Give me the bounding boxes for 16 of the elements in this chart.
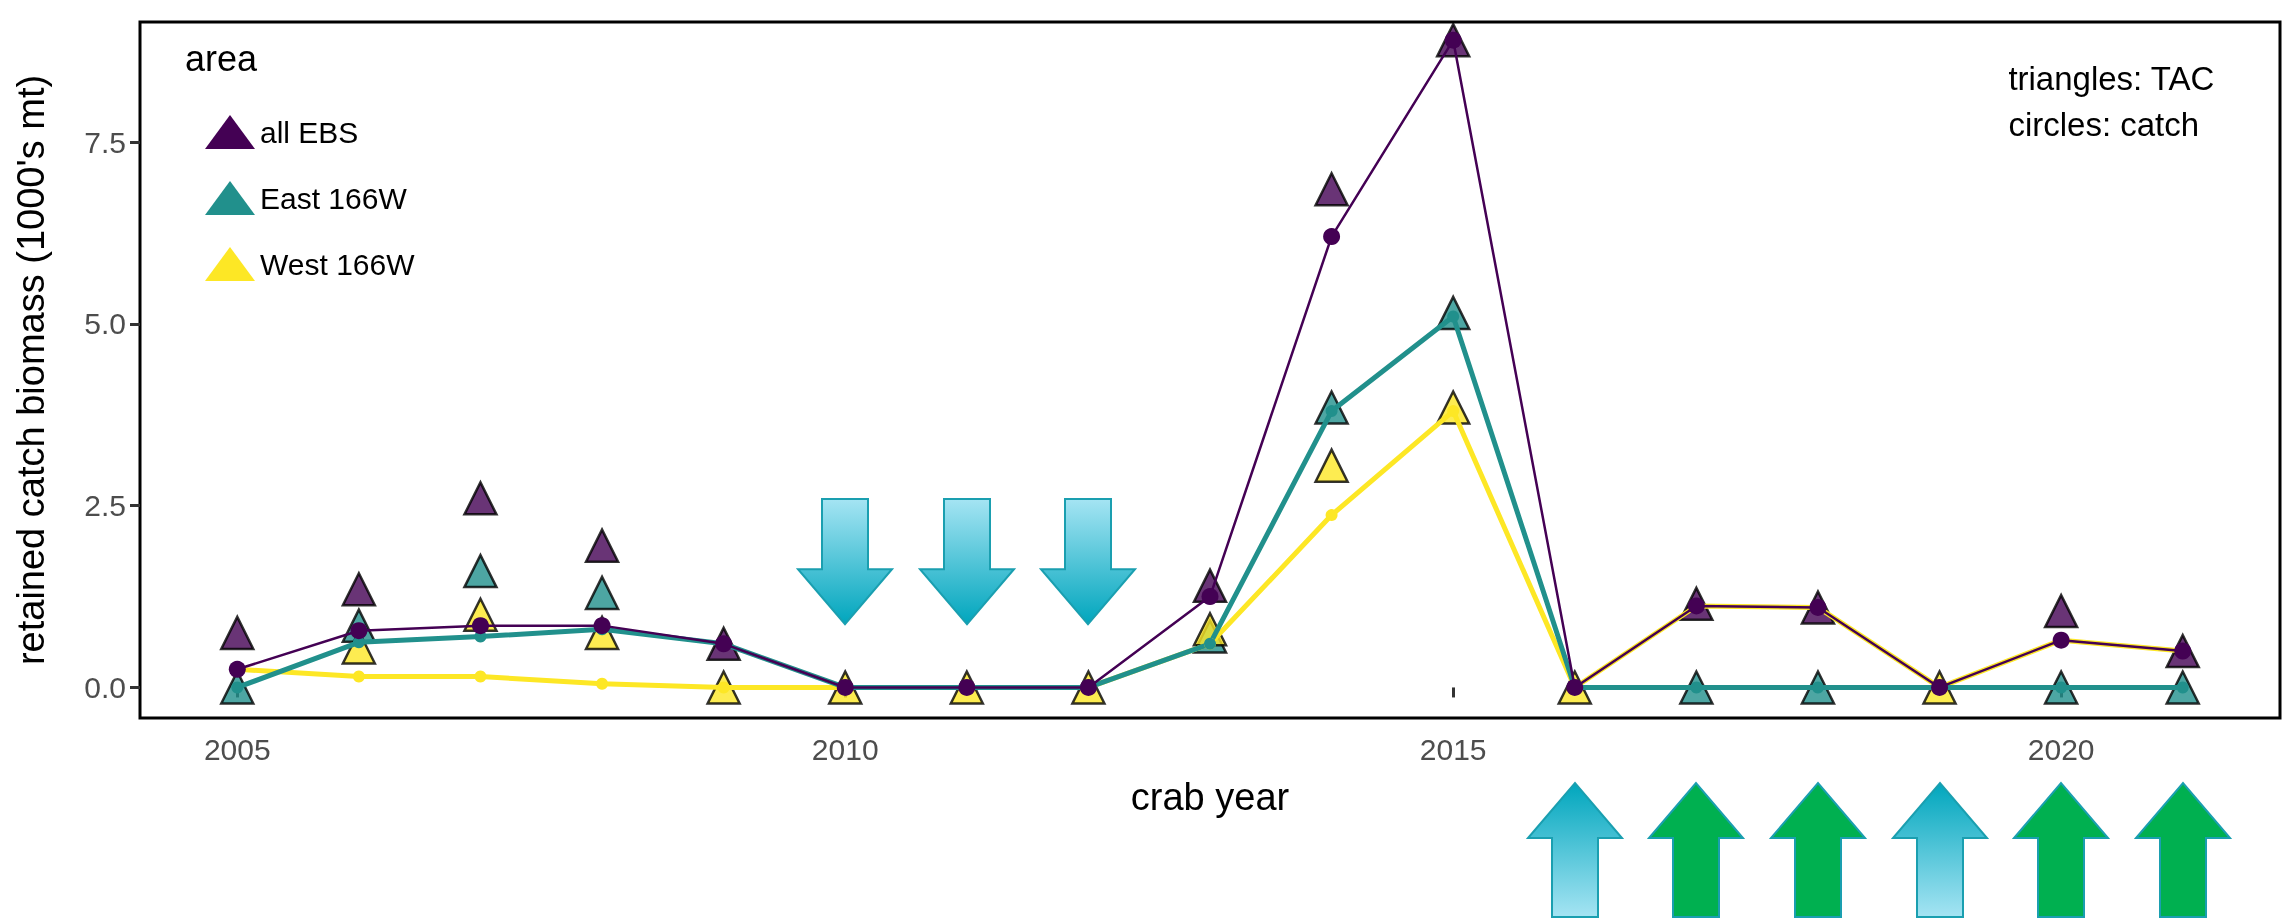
y-axis-title: retained catch biomass (1000's mt)	[10, 74, 52, 666]
y-tick-label: 2.5	[84, 489, 126, 523]
y-tick-label: 7.5	[84, 125, 126, 159]
y-tick-label: 0.0	[84, 670, 126, 704]
legend-label: East 166W	[260, 181, 408, 215]
annotation: triangles: TAC	[2008, 59, 2215, 97]
x-tick-label: 2015	[1419, 732, 1487, 766]
x-axis-title: crab year	[1130, 776, 1290, 818]
y-tick-label: 5.0	[84, 307, 126, 341]
legend-label: West 166W	[260, 247, 416, 281]
x-tick-label: 2020	[2027, 732, 2095, 766]
legend-title: area	[185, 37, 259, 79]
legend-label: all EBS	[260, 115, 359, 149]
x-tick-label: 2005	[203, 732, 271, 766]
x-tick-label: 2010	[811, 732, 879, 766]
annotation: circles: catch	[2008, 105, 2200, 143]
